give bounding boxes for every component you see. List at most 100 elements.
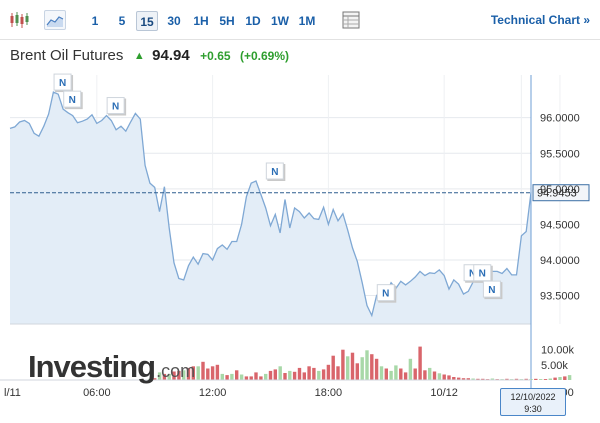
- volume-bar: [524, 378, 528, 380]
- timeframe-30[interactable]: 30: [167, 14, 181, 28]
- current-price-label: 94.9453: [532, 184, 590, 202]
- timeframe-15[interactable]: 15: [136, 11, 158, 31]
- area-chart-icon[interactable]: [44, 10, 66, 30]
- volume-bar: [167, 373, 171, 380]
- chart-toolbar: 1 5 15 30 1H 5H 1D 1W 1M Technical Chart…: [0, 0, 600, 40]
- crosshair-time: 9:30: [524, 404, 542, 414]
- volume-bar: [432, 371, 437, 380]
- y-tick-label: 94.0000: [540, 255, 580, 267]
- volume-bar: [244, 376, 249, 380]
- volume-bar: [452, 377, 456, 380]
- volume-bar: [428, 367, 432, 380]
- volume-bar: [490, 378, 495, 380]
- volume-bar: [220, 373, 224, 380]
- news-marker-box[interactable]: [482, 280, 501, 298]
- logo-main: Investing: [28, 349, 156, 384]
- news-marker-label: N: [112, 102, 119, 113]
- news-marker-box[interactable]: [473, 264, 492, 282]
- technical-chart-link[interactable]: Technical Chart »: [490, 13, 590, 27]
- volume-bar: [162, 373, 167, 380]
- price-change-percent: (+0.69%): [240, 48, 290, 63]
- volume-bar: [321, 369, 326, 380]
- volume-bar: [292, 371, 297, 380]
- volume-bar: [346, 356, 350, 380]
- y-tick-label: 95.5000: [540, 148, 580, 160]
- volume-bar: [215, 364, 220, 380]
- crosshair-date: 12/10/2022: [510, 392, 556, 402]
- volume-bar: [423, 370, 427, 380]
- volume-bar: [326, 364, 331, 380]
- volume-bar: [283, 373, 287, 380]
- news-marker: N: [265, 162, 286, 182]
- volume-bar: [350, 352, 355, 380]
- volume-bar: [225, 375, 229, 380]
- volume-bar: [235, 370, 239, 380]
- up-arrow-icon: ▲: [133, 49, 145, 62]
- volume-bar: [249, 376, 253, 380]
- timeframe-5[interactable]: 5: [118, 14, 126, 28]
- volume-bar: [206, 368, 210, 380]
- volume-bar: [389, 370, 393, 380]
- news-marker: N: [473, 264, 493, 283]
- volume-bar: [379, 366, 384, 380]
- volume-bar: [148, 378, 152, 380]
- volume-bar: [466, 378, 470, 380]
- logo-suffix: .com: [156, 361, 196, 381]
- volume-bar: [365, 350, 369, 380]
- price-area: [10, 92, 531, 324]
- price-line: [9, 91, 532, 318]
- volume-bar: [481, 378, 485, 380]
- timeframe-1h[interactable]: 1H: [193, 14, 209, 28]
- volume-bar: [399, 368, 403, 380]
- volume-bar: [384, 368, 388, 380]
- volume-bar: [302, 372, 306, 380]
- volume-bar: [210, 366, 215, 380]
- volume-bar: [254, 372, 258, 380]
- news-marker-box[interactable]: [106, 97, 125, 115]
- timeframe-1[interactable]: 1: [91, 14, 99, 28]
- volume-bar: [394, 365, 398, 380]
- volume-bar: [331, 355, 335, 380]
- x-tick-label: 12:00: [199, 387, 227, 399]
- volume-bar: [186, 367, 191, 380]
- volume-bar: [341, 349, 345, 380]
- volume-bar: [567, 375, 572, 380]
- news-marker-box[interactable]: [63, 90, 82, 108]
- news-marker: N: [106, 97, 127, 116]
- timeframe-5h[interactable]: 5H: [219, 14, 235, 28]
- news-marker-label: N: [59, 78, 66, 89]
- news-marker-label: N: [469, 269, 476, 280]
- volume-bar: [413, 368, 417, 380]
- volume-bar: [447, 375, 451, 380]
- volume-tick-label: 5.00k: [541, 360, 568, 372]
- timeframe-1w[interactable]: 1W: [271, 14, 289, 28]
- volume-bar: [172, 371, 176, 380]
- timeframe-1d[interactable]: 1D: [245, 14, 261, 28]
- investing-logo: Investing.com: [28, 349, 195, 385]
- news-marker-box[interactable]: [265, 162, 284, 180]
- table-icon[interactable]: [341, 10, 363, 30]
- news-marker-label: N: [69, 95, 76, 106]
- volume-bar: [360, 357, 364, 380]
- y-tick-label: 94.5000: [540, 219, 580, 231]
- volume-bar: [558, 377, 562, 380]
- volume-bar: [418, 346, 422, 380]
- volume-bar: [278, 366, 282, 380]
- x-tick-label: l/11: [4, 387, 21, 399]
- volume-bar: [457, 377, 461, 380]
- volume-bar: [297, 367, 302, 380]
- volume-bar: [317, 370, 321, 380]
- current-price-label-box: [532, 184, 590, 202]
- timeframe-1m[interactable]: 1M: [298, 14, 316, 28]
- volume-bar: [471, 378, 475, 380]
- volume-bar: [191, 366, 195, 380]
- volume-bar: [268, 370, 273, 380]
- candlestick-chart-icon[interactable]: [8, 10, 30, 30]
- news-marker-box[interactable]: [53, 73, 72, 91]
- volume-bar: [153, 378, 157, 380]
- volume-bar: [177, 370, 181, 380]
- instrument-name: Brent Oil Futures: [10, 47, 124, 65]
- news-marker-box[interactable]: [376, 284, 395, 302]
- volume-bar: [442, 374, 446, 380]
- volume-bar: [182, 370, 186, 380]
